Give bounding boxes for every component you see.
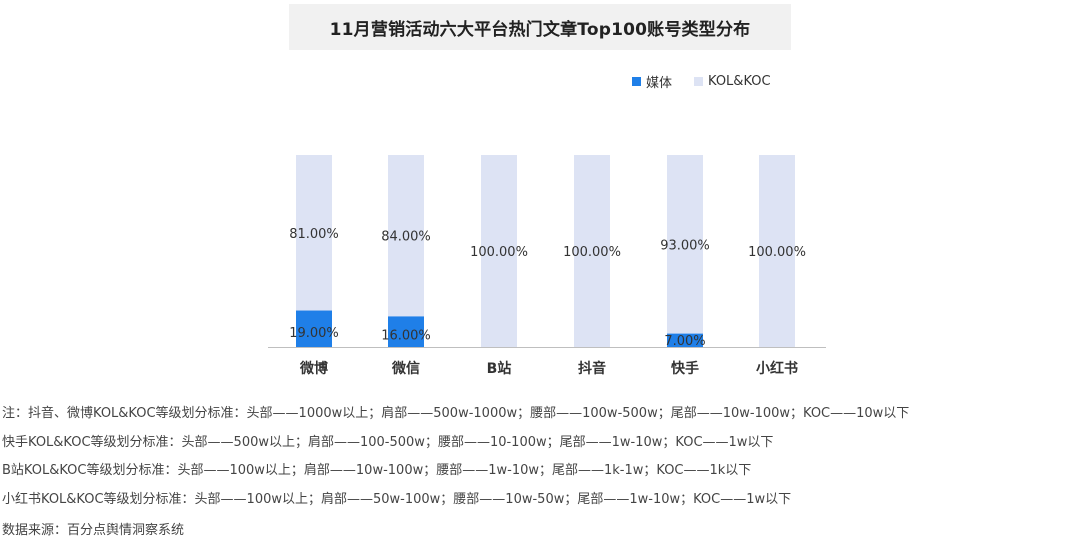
footnotes: 注：抖音、微博KOL&KOC等级划分标准：头部——1000w以上；肩部——500… — [2, 400, 909, 514]
stacked-bar-chart: 19.00% 81.00% 微博 16.00% 84.00% 微信 100.00% B站 100… — [268, 155, 826, 377]
bar-segment-media — [388, 316, 424, 347]
footnote-line: 快手KOL&KOC等级划分标准：头部——500w以上；肩部——100-500w；… — [2, 434, 774, 450]
x-tick-label: 抖音 — [578, 360, 606, 377]
x-tick-label: 快手 — [671, 360, 699, 377]
bar-segment-kol — [481, 155, 517, 347]
legend-swatch-kol — [694, 77, 704, 86]
bar-segment-media — [667, 333, 703, 347]
legend-item-media: 媒体 — [632, 72, 672, 91]
chart-title-box: 11月营销活动六大平台热门文章Top100账号类型分布 — [289, 4, 791, 50]
data-label-media: 19.00% — [289, 326, 339, 341]
legend-item-kol: KOL&KOC — [694, 74, 771, 89]
chart-title: 11月营销活动六大平台热门文章Top100账号类型分布 — [329, 19, 751, 40]
data-label-kol: 100.00% — [470, 245, 528, 260]
chart-legend: 媒体 KOL&KOC — [632, 72, 793, 91]
x-tick-label: 小红书 — [756, 360, 798, 377]
bar-segment-kol — [574, 155, 610, 347]
data-source: 数据来源：百分点舆情洞察系统 — [2, 523, 185, 538]
data-label-media: 16.00% — [381, 329, 431, 344]
data-label-kol: 81.00% — [289, 227, 339, 242]
data-label-kol: 84.00% — [381, 230, 431, 245]
bar-segment-kol — [296, 155, 332, 311]
x-tick-label: 微信 — [391, 360, 420, 377]
bar-segment-kol — [759, 155, 795, 347]
x-tick-label: B站 — [487, 360, 512, 377]
data-label-kol: 100.00% — [563, 245, 621, 260]
footnote-line: B站KOL&KOC等级划分标准：头部——100w以上；肩部——10w-100w；… — [2, 463, 752, 478]
data-label-kol: 100.00% — [748, 245, 806, 260]
legend-label-media: 媒体 — [646, 76, 673, 91]
legend-label-kol: KOL&KOC — [708, 74, 771, 89]
bar-segment-kol — [388, 155, 424, 317]
footnote-line: 小红书KOL&KOC等级划分标准：头部——100w以上；肩部——50w-100w… — [2, 491, 792, 507]
legend-swatch-media — [632, 77, 641, 86]
data-label-kol: 93.00% — [660, 238, 710, 253]
bar-segment-kol — [667, 155, 703, 334]
bar-segment-media — [296, 310, 332, 347]
footnote-line: 注：抖音、微博KOL&KOC等级划分标准：头部——1000w以上；肩部——500… — [2, 406, 910, 421]
data-label-media: 7.00% — [664, 334, 705, 349]
x-tick-label: 微博 — [299, 360, 328, 377]
